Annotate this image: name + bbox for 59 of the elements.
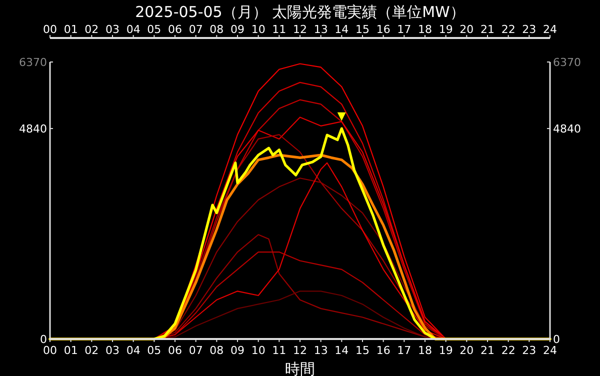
x-tick-label: 05 [147,344,162,357]
x-tick-label: 15 [356,344,370,357]
x-tick-label: 12 [293,344,307,357]
x-tick-label: 16 [376,344,390,357]
x-axis-title: 時間 [285,360,315,376]
x2-tick-label: 04 [126,23,140,36]
x2-tick-label: 14 [334,23,349,36]
x2-tick-label: 03 [106,23,120,36]
x-tick-label: 13 [314,344,328,357]
x2-tick-label: 09 [230,23,244,36]
x2-tick-label: 23 [522,23,536,36]
x-tick-label: 04 [126,344,140,357]
x-tick-label: 06 [168,344,182,357]
y2-tick-label: 4840 [553,122,581,136]
x-tick-label: 18 [418,344,432,357]
x2-tick-label: 15 [356,23,370,36]
x-tick-label: 23 [522,344,536,357]
x-tick-label: 20 [460,344,474,357]
y-tick-label: 6370 [19,56,47,69]
x2-tick-label: 06 [168,23,182,36]
x-tick-label: 00 [43,344,57,357]
x2-tick-label: 02 [84,23,99,36]
x-tick-label: 08 [210,344,224,357]
x-tick-label: 09 [230,344,244,357]
x-tick-label: 10 [251,344,266,357]
x2-tick-label: 01 [64,23,78,36]
chart-title: 2025-05-05（月） 太陽光発電実績（単位MW） [135,3,465,21]
x-tick-label: 02 [84,344,99,357]
x2-tick-label: 12 [293,23,307,36]
annotation: ▼ [337,110,346,123]
x-tick-label: 22 [501,344,516,357]
x-tick-label: 19 [438,344,453,357]
x-tick-label: 14 [334,344,349,357]
x2-tick-label: 05 [147,23,162,36]
x-tick-label: 21 [480,344,494,357]
x-tick-label: 01 [64,344,78,357]
x-tick-label: 03 [106,344,120,357]
x2-tick-label: 11 [272,23,286,36]
x2-tick-label: 22 [501,23,516,36]
x2-tick-label: 17 [397,23,412,36]
x2-tick-label: 16 [376,23,390,36]
y2-tick-label: 0 [553,332,560,346]
x-tick-label: 17 [397,344,412,357]
y-tick-label: 0 [40,332,47,346]
x2-tick-label: 20 [460,23,474,36]
x2-tick-label: 19 [438,23,453,36]
y2-tick-label: 6370 [553,56,581,69]
y-tick-label: 4840 [19,122,47,136]
x-tick-label: 07 [188,344,203,357]
x2-tick-label: 08 [210,23,224,36]
x2-tick-label: 24 [543,23,557,36]
x2-tick-label: 10 [251,23,266,36]
x-tick-label: 11 [272,344,286,357]
x2-tick-label: 18 [418,23,432,36]
x2-tick-label: 21 [480,23,494,36]
x-tick-label: 24 [543,344,557,357]
x2-tick-label: 13 [314,23,328,36]
x2-tick-label: 07 [188,23,203,36]
x2-tick-label: 00 [43,23,57,36]
